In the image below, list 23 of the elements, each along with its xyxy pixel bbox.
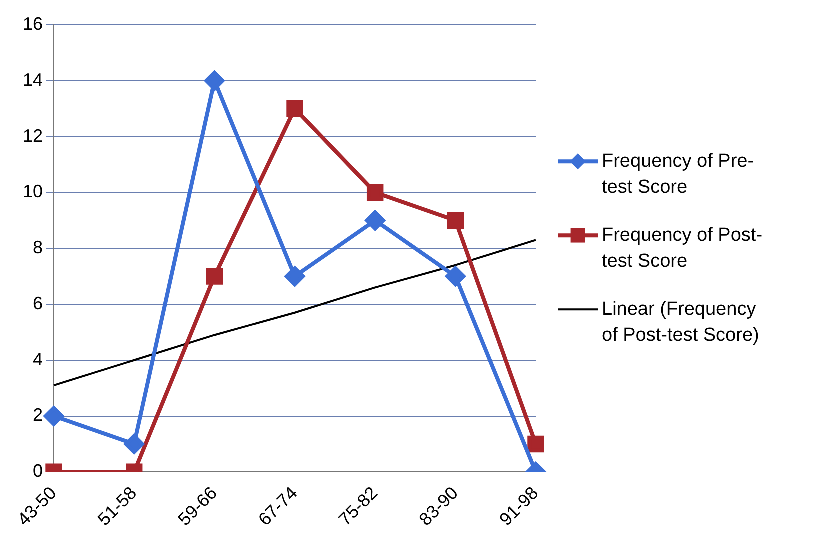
point — [204, 70, 225, 91]
point — [44, 406, 64, 426]
legend-label: Frequency of Pre-test Score — [602, 150, 754, 198]
y-tick-label: 2 — [33, 405, 44, 426]
legend-label: Linear (Frequency of Post-test Score) — [602, 298, 760, 346]
point — [366, 184, 384, 202]
y-tick-label: 6 — [33, 293, 44, 314]
y-tick-label: 8 — [33, 238, 44, 258]
point — [286, 100, 304, 118]
y-tick-label: 0 — [33, 461, 44, 482]
point — [447, 212, 464, 230]
y-tick-label: 12 — [22, 126, 44, 146]
point — [285, 266, 306, 287]
point — [446, 266, 466, 287]
y-tick-label: 14 — [22, 70, 44, 90]
y-tick-label: 10 — [22, 182, 44, 202]
legend-label: Frequency of Post-test Score — [602, 224, 763, 272]
point — [365, 210, 386, 231]
y-tick-label: 4 — [33, 349, 44, 370]
point — [206, 268, 224, 285]
y-tick-label: 16 — [22, 14, 44, 34]
point — [124, 434, 144, 454]
point — [528, 436, 544, 453]
